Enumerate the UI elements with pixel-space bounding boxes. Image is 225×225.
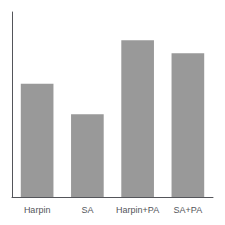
svg-text:Harpin+PA: Harpin+PA [116, 205, 159, 215]
svg-text:SA+PA: SA+PA [174, 205, 203, 215]
svg-text:SA: SA [81, 205, 93, 215]
svg-text:Harpin: Harpin [24, 205, 51, 215]
